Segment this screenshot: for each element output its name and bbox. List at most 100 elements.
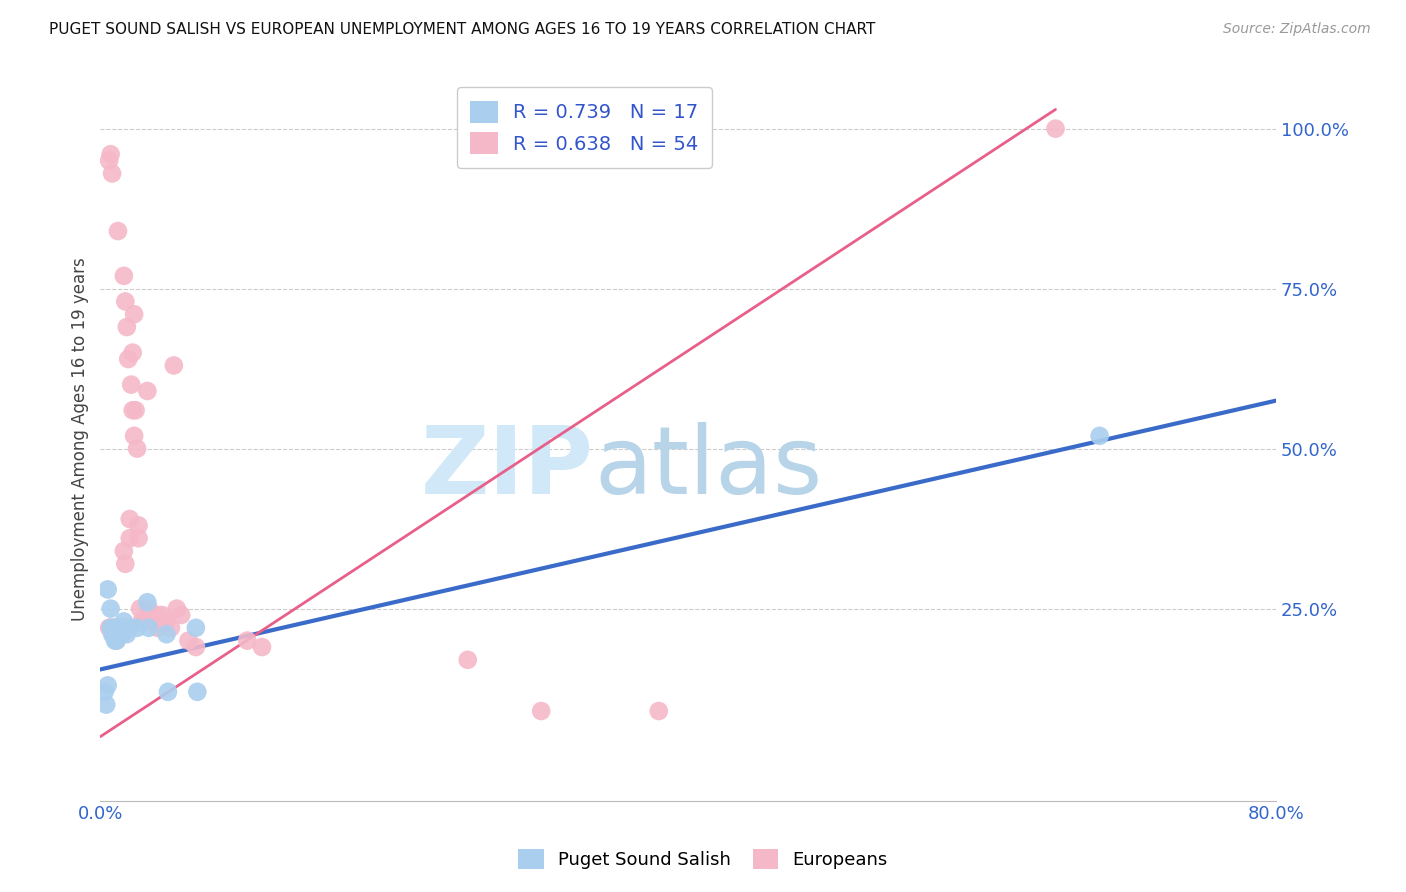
Point <box>184 621 207 635</box>
Text: PUGET SOUND SALISH VS EUROPEAN UNEMPLOYMENT AMONG AGES 16 TO 19 YEARS CORRELATIO: PUGET SOUND SALISH VS EUROPEAN UNEMPLOYM… <box>49 22 876 37</box>
Point <box>100 601 122 615</box>
Point <box>457 653 479 667</box>
Point <box>143 615 166 629</box>
Y-axis label: Unemployment Among Ages 16 to 19 years: Unemployment Among Ages 16 to 19 years <box>72 257 89 621</box>
Point <box>107 627 129 641</box>
Point <box>107 224 129 238</box>
Point <box>111 627 134 641</box>
Point <box>100 621 122 635</box>
Point <box>128 518 150 533</box>
Point <box>105 627 128 641</box>
Point <box>104 627 127 641</box>
Point <box>120 377 142 392</box>
Point <box>117 352 139 367</box>
Point <box>186 685 208 699</box>
Point <box>103 627 125 641</box>
Point <box>163 359 186 373</box>
Point <box>97 678 120 692</box>
Point <box>155 615 177 629</box>
Point <box>136 595 159 609</box>
Point <box>101 627 124 641</box>
Text: Source: ZipAtlas.com: Source: ZipAtlas.com <box>1223 22 1371 37</box>
Point <box>166 601 188 615</box>
Point <box>101 166 124 180</box>
Point <box>114 557 136 571</box>
Point <box>118 531 141 545</box>
Point <box>138 601 160 615</box>
Point <box>155 627 177 641</box>
Point <box>118 512 141 526</box>
Point <box>105 633 128 648</box>
Point <box>236 633 259 648</box>
Point <box>146 621 169 635</box>
Point <box>98 153 121 168</box>
Point <box>110 621 132 635</box>
Point <box>114 294 136 309</box>
Point <box>108 627 131 641</box>
Point <box>250 640 273 654</box>
Point <box>114 621 136 635</box>
Point <box>121 345 143 359</box>
Point <box>103 627 125 641</box>
Point <box>136 384 159 398</box>
Point <box>138 621 160 635</box>
Point <box>110 627 132 641</box>
Point <box>139 607 162 622</box>
Point <box>112 615 135 629</box>
Point <box>129 601 152 615</box>
Point <box>112 621 135 635</box>
Point <box>108 621 131 635</box>
Point <box>104 633 127 648</box>
Point <box>112 544 135 558</box>
Point <box>115 627 138 641</box>
Point <box>117 621 139 635</box>
Point <box>97 582 120 597</box>
Point <box>112 268 135 283</box>
Point <box>107 621 129 635</box>
Text: atlas: atlas <box>595 422 823 514</box>
Point <box>104 621 127 635</box>
Point <box>115 621 138 635</box>
Legend: Puget Sound Salish, Europeans: Puget Sound Salish, Europeans <box>509 839 897 879</box>
Point <box>100 621 122 635</box>
Point <box>145 607 167 622</box>
Point <box>122 429 145 443</box>
Point <box>111 621 134 635</box>
Point <box>127 621 149 635</box>
Point <box>141 607 163 622</box>
Point <box>115 320 138 334</box>
Point <box>104 627 127 641</box>
Point <box>184 640 207 654</box>
Point <box>100 147 122 161</box>
Point <box>1045 121 1067 136</box>
Point <box>124 403 146 417</box>
Point <box>149 615 172 629</box>
Point <box>98 621 121 635</box>
Point <box>110 627 132 641</box>
Point <box>142 615 165 629</box>
Point <box>122 307 145 321</box>
Point <box>148 615 170 629</box>
Point <box>105 633 128 648</box>
Point <box>134 615 156 629</box>
Text: ZIP: ZIP <box>422 422 595 514</box>
Point <box>121 403 143 417</box>
Point <box>134 615 156 629</box>
Point <box>457 135 479 149</box>
Point <box>128 531 150 545</box>
Point <box>101 621 124 635</box>
Point <box>1088 429 1111 443</box>
Point <box>156 685 179 699</box>
Point <box>131 615 153 629</box>
Point <box>530 704 553 718</box>
Legend: R = 0.739   N = 17, R = 0.638   N = 54: R = 0.739 N = 17, R = 0.638 N = 54 <box>457 87 711 168</box>
Point <box>96 698 118 712</box>
Point <box>648 704 671 718</box>
Point <box>150 607 173 622</box>
Point <box>94 685 117 699</box>
Point <box>104 621 127 635</box>
Point <box>170 607 193 622</box>
Point <box>127 442 149 456</box>
Point <box>118 621 141 635</box>
Point <box>177 633 200 648</box>
